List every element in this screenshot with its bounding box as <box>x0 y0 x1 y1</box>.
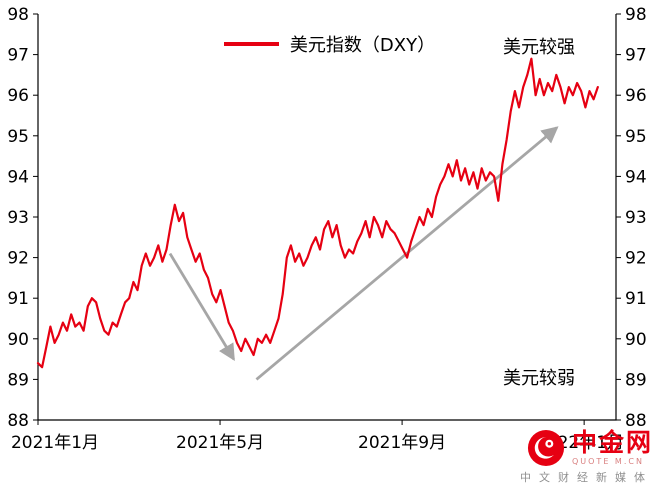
watermark-row: 中金网 QUOTE M.CN <box>520 429 653 467</box>
svg-text:2021年1月: 2021年1月 <box>11 433 99 453</box>
trend-arrows <box>168 126 559 381</box>
svg-text:89: 89 <box>7 370 29 390</box>
svg-text:93: 93 <box>7 208 29 228</box>
svg-text:93: 93 <box>625 208 647 228</box>
watermark-text-column: 中金网 QUOTE M.CN <box>571 428 653 466</box>
svg-text:92: 92 <box>7 249 29 269</box>
svg-text:94: 94 <box>7 167 29 187</box>
svg-text:91: 91 <box>7 289 29 309</box>
watermark: 中金网 QUOTE M.CN 中文财经新媒体 <box>520 429 653 485</box>
svg-text:89: 89 <box>625 370 647 390</box>
annotation-dollar-strong: 美元较强 <box>503 37 575 58</box>
trend-arrow <box>168 252 235 362</box>
dxy-series-line <box>36 57 599 369</box>
svg-text:88: 88 <box>7 411 29 431</box>
svg-text:98: 98 <box>625 5 647 25</box>
svg-text:94: 94 <box>625 167 647 187</box>
watermark-sub: QUOTE M.CN <box>571 456 644 466</box>
svg-text:90: 90 <box>625 330 647 350</box>
svg-text:88: 88 <box>625 411 647 431</box>
svg-text:97: 97 <box>7 46 29 66</box>
y-axis-labels: 88 88 89 89 90 90 91 91 92 92 93 93 94 94 95 95 96 96 97 97… <box>7 5 646 431</box>
svg-text:90: 90 <box>7 330 29 350</box>
svg-text:95: 95 <box>7 127 29 147</box>
watermark-brand: 中金网 <box>571 428 653 458</box>
svg-text:2021年9月: 2021年9月 <box>358 433 446 453</box>
svg-text:96: 96 <box>625 86 647 106</box>
svg-text:92: 92 <box>625 249 647 269</box>
svg-text:98: 98 <box>7 5 29 25</box>
svg-text:97: 97 <box>625 46 647 66</box>
svg-text:95: 95 <box>625 127 647 147</box>
svg-text:96: 96 <box>7 86 29 106</box>
chart-axes <box>33 13 621 425</box>
trend-arrow <box>255 126 559 381</box>
svg-text:2021年5月: 2021年5月 <box>176 433 264 453</box>
annotation-dollar-weak: 美元较弱 <box>503 368 575 389</box>
watermark-caption: 中文财经新媒体 <box>520 471 653 484</box>
svg-text:91: 91 <box>625 289 647 309</box>
cngold-logo-icon <box>527 429 565 467</box>
